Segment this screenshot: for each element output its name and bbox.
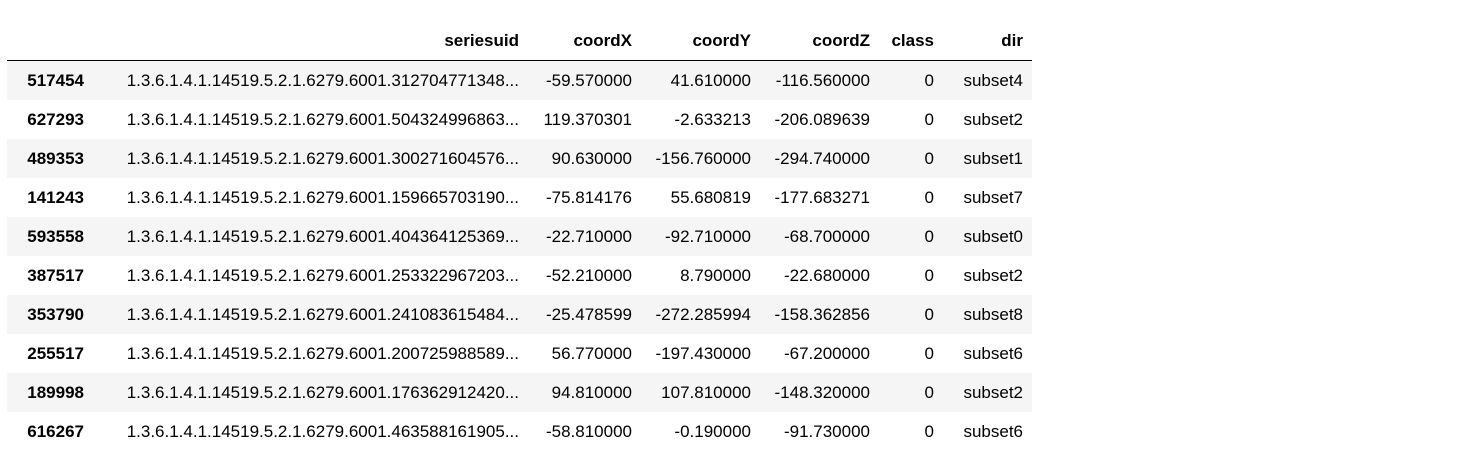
cell-class: 0: [924, 110, 934, 129]
cell-class: 0: [924, 227, 934, 246]
row-index: 489353: [27, 149, 84, 168]
row-index: 387517: [27, 266, 84, 285]
column-header-coordx: coordX: [528, 21, 641, 61]
cell-coordy: 8.790000: [680, 266, 751, 285]
table-row: 616267 1.3.6.1.4.1.14519.5.2.1.6279.6001…: [7, 412, 1032, 451]
cell-dir: subset2: [963, 110, 1023, 129]
column-header-coordy: coordY: [641, 21, 760, 61]
cell-dir: subset4: [963, 71, 1023, 90]
cell-coordx: 119.370301: [543, 110, 632, 129]
cell-seriesuid: 1.3.6.1.4.1.14519.5.2.1.6279.6001.253322…: [126, 266, 519, 285]
header-row: seriesuid coordX coordY coordZ class dir: [7, 21, 1032, 61]
row-index: 616267: [27, 422, 84, 441]
cell-dir: subset1: [963, 149, 1023, 168]
cell-class: 0: [924, 422, 934, 441]
table-row: 489353 1.3.6.1.4.1.14519.5.2.1.6279.6001…: [7, 139, 1032, 178]
cell-coordy: 107.810000: [661, 383, 751, 402]
cell-dir: subset2: [963, 266, 1023, 285]
cell-class: 0: [924, 188, 934, 207]
cell-class: 0: [924, 71, 934, 90]
table-body: 517454 1.3.6.1.4.1.14519.5.2.1.6279.6001…: [7, 60, 1032, 451]
cell-seriesuid: 1.3.6.1.4.1.14519.5.2.1.6279.6001.176362…: [126, 383, 519, 402]
index-header: [7, 21, 93, 61]
cell-coordz: -158.362856: [774, 305, 870, 324]
column-header-dir: dir: [943, 21, 1032, 61]
row-index: 627293: [27, 110, 84, 129]
cell-class: 0: [924, 149, 934, 168]
cell-dir: subset7: [963, 188, 1023, 207]
cell-class: 0: [924, 305, 934, 324]
column-header-coordz: coordZ: [760, 21, 879, 61]
cell-dir: subset8: [963, 305, 1023, 324]
cell-dir: subset2: [963, 383, 1023, 402]
cell-coordx: -22.710000: [545, 227, 632, 246]
cell-coordz: -67.200000: [783, 344, 870, 363]
row-index: 353790: [27, 305, 84, 324]
cell-dir: subset0: [963, 227, 1023, 246]
table-header: seriesuid coordX coordY coordZ class dir: [7, 21, 1032, 61]
cell-coordz: -177.683271: [774, 188, 870, 207]
cell-seriesuid: 1.3.6.1.4.1.14519.5.2.1.6279.6001.504324…: [126, 110, 519, 129]
table-row: 517454 1.3.6.1.4.1.14519.5.2.1.6279.6001…: [7, 60, 1032, 100]
cell-coordx: -52.210000: [545, 266, 632, 285]
column-header-seriesuid: seriesuid: [93, 21, 528, 61]
row-index: 189998: [27, 383, 84, 402]
dataframe-output: seriesuid coordX coordY coordZ class dir…: [7, 21, 1032, 451]
cell-coordx: 90.630000: [551, 149, 632, 168]
cell-coordy: -92.710000: [664, 227, 751, 246]
cell-coordx: -58.810000: [545, 422, 632, 441]
cell-coordz: -22.680000: [783, 266, 870, 285]
cell-coordz: -91.730000: [783, 422, 870, 441]
cell-seriesuid: 1.3.6.1.4.1.14519.5.2.1.6279.6001.241083…: [126, 305, 519, 324]
table-row: 353790 1.3.6.1.4.1.14519.5.2.1.6279.6001…: [7, 295, 1032, 334]
cell-coordy: -272.285994: [655, 305, 751, 324]
cell-coordz: -68.700000: [783, 227, 870, 246]
cell-coordz: -148.320000: [774, 383, 870, 402]
cell-coordy: -156.760000: [655, 149, 751, 168]
cell-coordz: -206.089639: [774, 110, 870, 129]
cell-class: 0: [924, 383, 934, 402]
cell-seriesuid: 1.3.6.1.4.1.14519.5.2.1.6279.6001.463588…: [126, 422, 519, 441]
row-index: 141243: [27, 188, 84, 207]
cell-coordy: -2.633213: [674, 110, 751, 129]
row-index: 517454: [27, 71, 84, 90]
cell-coordx: 94.810000: [551, 383, 632, 402]
cell-seriesuid: 1.3.6.1.4.1.14519.5.2.1.6279.6001.300271…: [126, 149, 519, 168]
cell-coordx: 56.770000: [551, 344, 632, 363]
table-row: 141243 1.3.6.1.4.1.14519.5.2.1.6279.6001…: [7, 178, 1032, 217]
row-index: 593558: [27, 227, 84, 246]
cell-seriesuid: 1.3.6.1.4.1.14519.5.2.1.6279.6001.159665…: [126, 188, 519, 207]
table-row: 189998 1.3.6.1.4.1.14519.5.2.1.6279.6001…: [7, 373, 1032, 412]
cell-class: 0: [924, 344, 934, 363]
cell-dir: subset6: [963, 422, 1023, 441]
cell-coordx: -59.570000: [545, 71, 632, 90]
cell-seriesuid: 1.3.6.1.4.1.14519.5.2.1.6279.6001.404364…: [126, 227, 519, 246]
cell-coordx: -75.814176: [545, 188, 632, 207]
cell-seriesuid: 1.3.6.1.4.1.14519.5.2.1.6279.6001.312704…: [126, 71, 519, 90]
cell-class: 0: [924, 266, 934, 285]
table-row: 627293 1.3.6.1.4.1.14519.5.2.1.6279.6001…: [7, 100, 1032, 139]
cell-coordy: 41.610000: [670, 71, 751, 90]
cell-coordy: 55.680819: [670, 188, 751, 207]
table-row: 593558 1.3.6.1.4.1.14519.5.2.1.6279.6001…: [7, 217, 1032, 256]
table-row: 255517 1.3.6.1.4.1.14519.5.2.1.6279.6001…: [7, 334, 1032, 373]
column-header-class: class: [879, 21, 943, 61]
cell-coordz: -294.740000: [774, 149, 870, 168]
cell-coordz: -116.560000: [775, 71, 870, 90]
cell-dir: subset6: [963, 344, 1023, 363]
cell-coordy: -197.430000: [655, 344, 751, 363]
cell-coordx: -25.478599: [545, 305, 632, 324]
cell-seriesuid: 1.3.6.1.4.1.14519.5.2.1.6279.6001.200725…: [126, 344, 519, 363]
cell-coordy: -0.190000: [674, 422, 751, 441]
row-index: 255517: [27, 344, 84, 363]
dataframe-table: seriesuid coordX coordY coordZ class dir…: [7, 21, 1032, 451]
table-row: 387517 1.3.6.1.4.1.14519.5.2.1.6279.6001…: [7, 256, 1032, 295]
